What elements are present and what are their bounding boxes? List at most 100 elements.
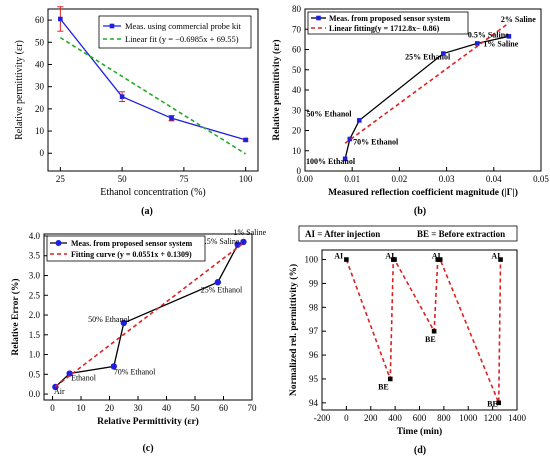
data-point: [119, 94, 125, 99]
x-tick-label: 200: [364, 413, 378, 423]
x-tick-label: 0.00: [297, 174, 313, 184]
data-point: [344, 257, 349, 262]
data-point: [214, 279, 222, 286]
data-point: [431, 328, 437, 334]
data-point: [440, 51, 446, 56]
y-tick-label: 100: [305, 255, 319, 265]
annotation: AI: [491, 251, 500, 260]
annotation: Air: [54, 387, 65, 396]
series-line: [54, 242, 244, 388]
annotation: 1% Saline: [483, 39, 518, 48]
annotation: 2% Saline: [501, 15, 536, 24]
y-tick-label: 50: [35, 37, 45, 47]
legend-box: [98, 15, 252, 49]
legend-marker: [109, 23, 115, 29]
annotation: 100% Ethanol: [306, 157, 356, 166]
y-axis-title: Relative permittivity (εr): [271, 39, 282, 140]
x-tick-label: -200: [314, 413, 331, 423]
data-point: [435, 257, 441, 262]
x-tick-label: 60: [219, 403, 229, 413]
series-1: [344, 22, 510, 144]
plot-frame: [47, 8, 259, 172]
plot-frame: [43, 233, 253, 401]
series-0: [344, 257, 503, 406]
y-tick-label: 1.5: [29, 330, 41, 340]
data-point: [356, 118, 362, 123]
data-point: [498, 257, 503, 262]
data-point: [342, 156, 348, 162]
x-tick-label: 1400: [508, 413, 527, 423]
x-tick-label: 50: [118, 174, 128, 184]
header-legend-box: [298, 225, 518, 242]
y-tick-label: 20: [35, 104, 45, 114]
x-tick-label: 30: [134, 403, 144, 413]
x-tick-label: 0.05: [533, 174, 549, 184]
series-1: [59, 36, 247, 155]
data-point: [66, 370, 73, 377]
data-point: [474, 41, 480, 46]
chart-panel-d: -200 0 200 400 600 800 1000 1200 1400 94 95 96 97 98 9…: [288, 225, 527, 456]
y-tick-label: 30: [292, 105, 302, 115]
y-tick-label: 30: [35, 82, 45, 92]
annotation: BE: [378, 383, 389, 392]
legend-label: Meas. using commercial probe kit: [125, 21, 242, 31]
series-line: [345, 258, 502, 404]
legend-marker: [55, 240, 62, 246]
legend-label: Fitting curve (y = 0.0551x + 0.1309): [71, 250, 192, 259]
x-tick-label: 0.03: [439, 174, 455, 184]
x-tick-label: 10: [77, 403, 87, 413]
annotation: BE: [487, 399, 498, 408]
y-tick-label: 70: [292, 24, 302, 34]
series-0: [52, 238, 247, 391]
y-tick-label: 0.5: [29, 369, 41, 379]
annotation: 70% Ethanol: [114, 367, 156, 376]
chart-panel-a: 25 50 75 100 0 10 20 30 40 50 60 Ethanol concentrat…: [14, 6, 259, 217]
data-point: [387, 376, 393, 382]
legend-box: [307, 11, 469, 35]
y-tick-label: 80: [292, 4, 302, 14]
y-tick-label: 99: [309, 278, 319, 288]
y-tick-label: 2.0: [29, 310, 41, 320]
data-point: [58, 16, 63, 22]
y-axis-title: Relative Error (%): [10, 278, 21, 355]
x-tick-label: 50: [191, 403, 201, 413]
y-tick-label: 1.0: [29, 350, 41, 360]
y-tick-label: 97: [309, 326, 319, 336]
y-tick-label: 60: [35, 15, 45, 25]
annotation: BE: [425, 335, 436, 344]
data-point: [392, 257, 397, 262]
annotation: 1% Saline: [233, 228, 266, 237]
x-tick-label: 0.01: [344, 174, 360, 184]
y-tick-label: 40: [35, 59, 45, 69]
y-axis-title: Relative permittivity (εr): [14, 40, 25, 140]
data-point: [437, 257, 443, 262]
annotation: Ethanol: [71, 374, 97, 383]
x-tick-label: 600: [413, 413, 427, 423]
annotation: AI: [385, 251, 394, 260]
series-1: [54, 242, 244, 388]
y-tick-label: 10: [35, 126, 45, 136]
panel-label: (b): [414, 206, 426, 217]
series-line: [344, 22, 510, 144]
data-point: [506, 34, 512, 39]
legend-label: Meas. from proposed sensor system: [329, 14, 450, 23]
y-tick-label: 3.0: [29, 271, 41, 281]
y-tick-label: 10: [292, 146, 302, 156]
header-legend-label: AI = After injection: [305, 229, 380, 239]
y-tick-label: 2.5: [29, 290, 41, 300]
y-tick-label: 0.0: [29, 389, 41, 399]
y-tick-label: 94: [309, 398, 319, 408]
x-tick-label: 0: [50, 403, 55, 413]
x-tick-label: 800: [437, 413, 451, 423]
y-tick-label: 96: [309, 350, 319, 360]
annotation: AI: [334, 251, 343, 260]
y-tick-label: 4.0: [29, 231, 41, 241]
annotation: 0.5% Saline: [468, 30, 509, 39]
panel-label: (c): [142, 443, 153, 454]
x-tick-label: 1000: [459, 413, 478, 423]
x-axis-title: Relative Permittivity (εr): [97, 416, 199, 427]
x-axis-title: Ethanol concentration (%): [100, 187, 206, 198]
x-axis-title: Time (min): [397, 426, 442, 437]
y-tick-label: 40: [292, 85, 302, 95]
